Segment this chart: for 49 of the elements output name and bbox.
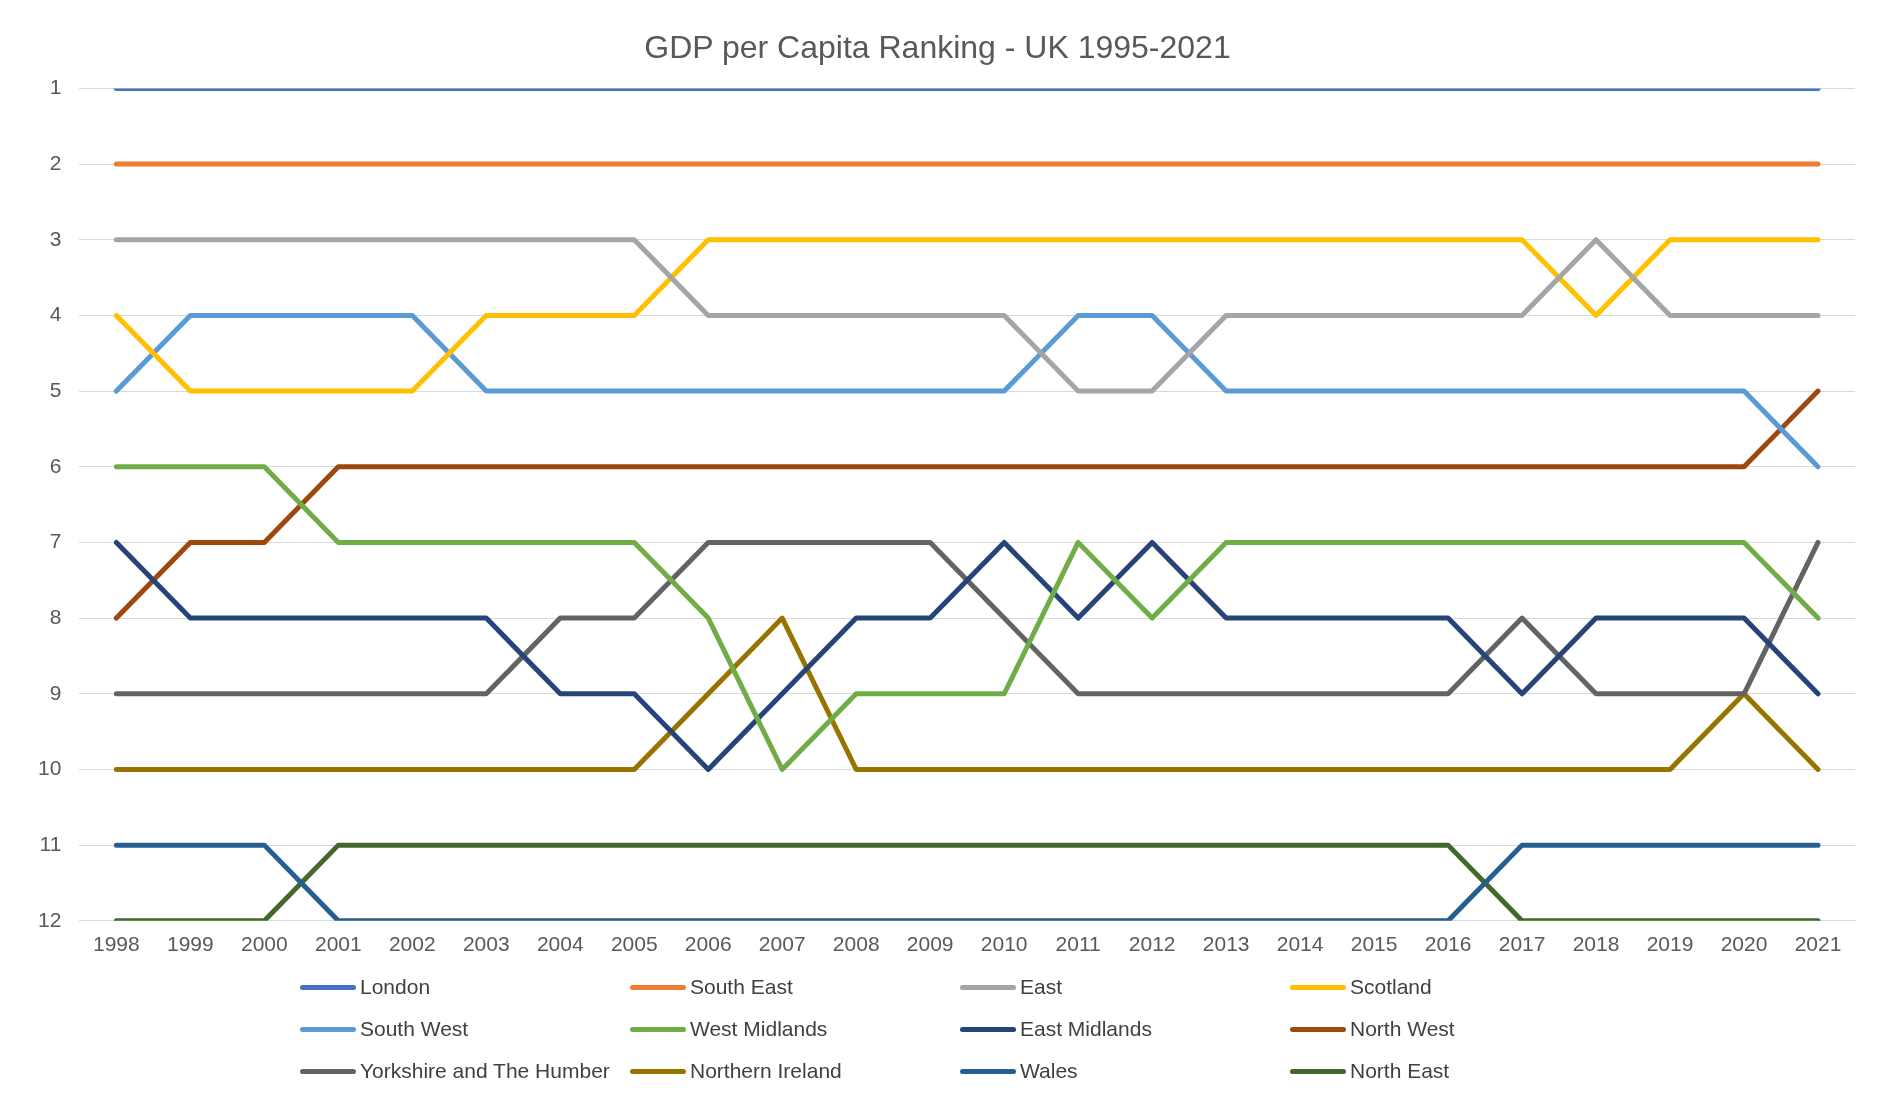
y-tick-label: 7 xyxy=(49,529,62,553)
y-tick-label: 8 xyxy=(49,604,62,628)
y-tick-label: 12 xyxy=(38,907,62,931)
x-tick-label: 2010 xyxy=(980,932,1028,956)
x-tick-label: 2018 xyxy=(1572,932,1620,956)
y-tick-label: 6 xyxy=(49,453,62,477)
x-tick-label: 2004 xyxy=(536,932,584,956)
x-tick-label: 2005 xyxy=(610,932,658,956)
legend-label: North West xyxy=(1350,1017,1455,1041)
x-tick-label: 2001 xyxy=(314,932,362,956)
legend-label: London xyxy=(360,975,431,999)
y-tick-label: 4 xyxy=(49,302,62,326)
x-tick-label: 2021 xyxy=(1794,932,1842,956)
y-tick-label: 5 xyxy=(49,377,62,401)
legend-label: South East xyxy=(690,975,793,999)
x-tick-label: 2016 xyxy=(1424,932,1472,956)
y-tick-label: 3 xyxy=(49,226,62,250)
x-tick-label: 1998 xyxy=(92,932,140,956)
x-tick-label: 2003 xyxy=(462,932,510,956)
y-tick-label: 10 xyxy=(38,756,62,780)
legend-label: Scotland xyxy=(1350,975,1432,999)
x-tick-label: 2008 xyxy=(832,932,880,956)
legend-label: East xyxy=(1020,975,1063,999)
legend-label: Yorkshire and The Humber xyxy=(360,1059,610,1083)
x-tick-label: 2013 xyxy=(1202,932,1250,956)
x-tick-label: 2000 xyxy=(240,932,288,956)
legend-label: Wales xyxy=(1020,1059,1078,1083)
x-tick-label: 2014 xyxy=(1276,932,1324,956)
y-tick-label: 9 xyxy=(49,680,62,704)
x-tick-label: 2006 xyxy=(684,932,732,956)
x-tick-label: 1999 xyxy=(166,932,214,956)
legend-label: South West xyxy=(360,1017,469,1041)
x-tick-label: 2020 xyxy=(1720,932,1768,956)
x-tick-label: 2009 xyxy=(906,932,954,956)
x-tick-label: 2012 xyxy=(1128,932,1176,956)
x-tick-label: 2015 xyxy=(1350,932,1398,956)
x-tick-label: 2011 xyxy=(1055,932,1101,956)
legend-label: West Midlands xyxy=(690,1017,828,1041)
y-tick-label: 11 xyxy=(39,831,62,855)
x-tick-label: 2002 xyxy=(388,932,436,956)
legend-label: North East xyxy=(1350,1059,1450,1083)
x-tick-label: 2019 xyxy=(1646,932,1694,956)
x-tick-label: 2007 xyxy=(758,932,806,956)
chart-title: GDP per Capita Ranking - UK 1995-2021 xyxy=(644,29,1231,66)
legend-label: East Midlands xyxy=(1020,1017,1152,1041)
y-tick-label: 2 xyxy=(49,150,62,174)
y-tick-label: 1 xyxy=(49,75,62,99)
legend-label: Northern Ireland xyxy=(690,1059,842,1083)
x-tick-label: 2017 xyxy=(1498,932,1546,956)
